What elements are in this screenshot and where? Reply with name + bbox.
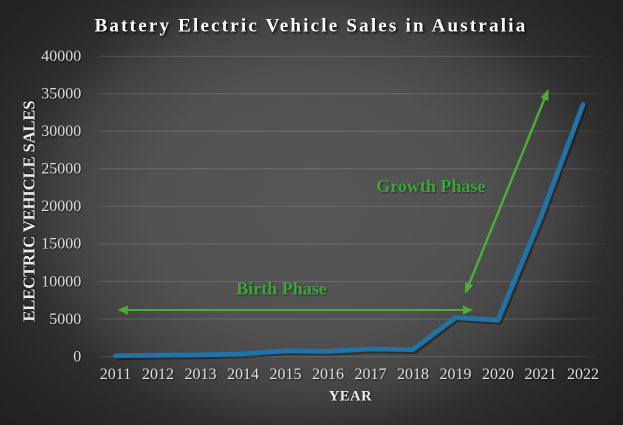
svg-text:5000: 5000 bbox=[49, 311, 81, 328]
svg-text:2012: 2012 bbox=[142, 366, 174, 383]
svg-text:15000: 15000 bbox=[41, 236, 81, 253]
svg-text:Growth Phase: Growth Phase bbox=[376, 176, 485, 196]
svg-text:20000: 20000 bbox=[41, 198, 81, 215]
svg-text:2018: 2018 bbox=[397, 366, 429, 383]
svg-text:10000: 10000 bbox=[41, 273, 81, 290]
svg-text:2021: 2021 bbox=[525, 366, 557, 383]
svg-text:2016: 2016 bbox=[312, 366, 344, 383]
svg-text:2017: 2017 bbox=[355, 366, 387, 383]
svg-text:Birth Phase: Birth Phase bbox=[236, 278, 327, 298]
svg-text:2013: 2013 bbox=[185, 366, 217, 383]
svg-text:40000: 40000 bbox=[41, 48, 81, 65]
svg-text:2022: 2022 bbox=[567, 366, 599, 383]
svg-text:0: 0 bbox=[73, 348, 81, 365]
svg-text:2015: 2015 bbox=[270, 366, 302, 383]
svg-text:30000: 30000 bbox=[41, 123, 81, 140]
svg-text:25000: 25000 bbox=[41, 161, 81, 178]
svg-text:2020: 2020 bbox=[482, 366, 514, 383]
svg-text:ELECTRIC VEHICLE SALES: ELECTRIC VEHICLE SALES bbox=[19, 100, 38, 321]
svg-text:2014: 2014 bbox=[227, 366, 259, 383]
svg-text:Battery Electric Vehicle Sales: Battery Electric Vehicle Sales in Austra… bbox=[95, 16, 528, 37]
svg-text:35000: 35000 bbox=[41, 86, 81, 103]
svg-text:2019: 2019 bbox=[440, 366, 472, 383]
svg-text:YEAR: YEAR bbox=[329, 389, 372, 405]
svg-text:2011: 2011 bbox=[100, 366, 131, 383]
